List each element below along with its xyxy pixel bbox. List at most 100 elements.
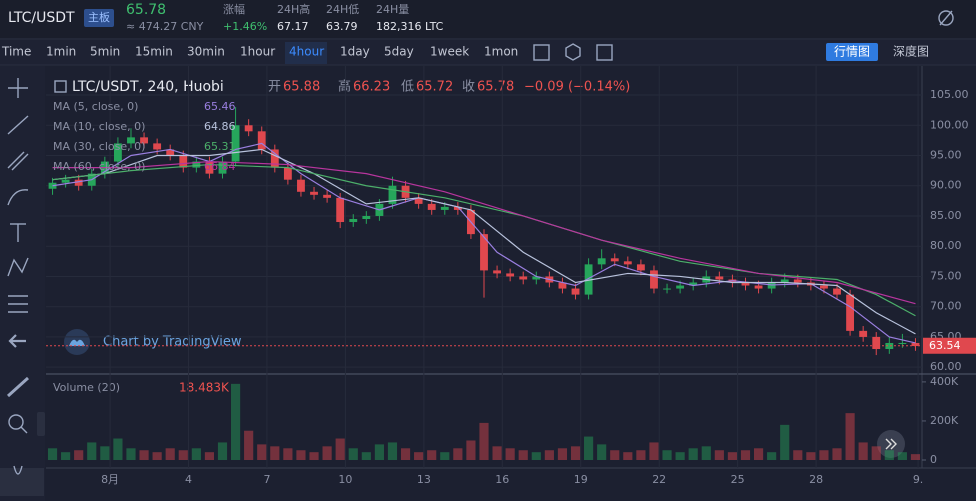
- chart-title: LTC/USDT, 240, Huobi: [72, 79, 224, 95]
- candle-body: [153, 143, 162, 150]
- volume-bar: [518, 450, 528, 460]
- high-label: 24H高: [277, 2, 310, 16]
- candle-body: [414, 197, 423, 204]
- fullscreen-button[interactable]: [596, 44, 613, 61]
- candle-body: [820, 285, 828, 289]
- close-value: 65.78: [477, 80, 514, 95]
- x-tick-label: 16: [495, 473, 509, 486]
- volume-bar: [427, 450, 437, 460]
- board-label[interactable]: 主板: [88, 10, 110, 24]
- volume-bar: [910, 454, 921, 460]
- candle-body: [911, 342, 920, 346]
- collapse-button[interactable]: [54, 80, 67, 93]
- y-tick-label: 95.00: [930, 149, 962, 162]
- y-tick-label: 90.00: [930, 179, 962, 192]
- candle-body: [493, 270, 501, 274]
- candle-body: [231, 125, 240, 162]
- last-price-tag: [923, 337, 976, 354]
- volume-bar: [793, 450, 803, 460]
- volume-bar: [531, 452, 541, 460]
- close-label: 收: [462, 80, 475, 95]
- settings-button[interactable]: [565, 43, 581, 61]
- x-tick-label: 22: [652, 473, 666, 486]
- interval-button[interactable]: Time: [1, 45, 31, 59]
- interval-button[interactable]: 1hour: [240, 45, 275, 59]
- volume-bar: [897, 452, 907, 460]
- interval-button[interactable]: 4hour: [289, 45, 324, 59]
- volume-bar: [414, 452, 424, 460]
- volume-bar: [492, 446, 502, 460]
- interval-button[interactable]: 1week: [430, 45, 469, 59]
- low: 63.79: [326, 20, 358, 33]
- volume-bar: [649, 442, 659, 460]
- candle-body: [623, 261, 632, 265]
- volume-bar: [74, 450, 84, 460]
- candle-body: [310, 191, 318, 195]
- indicator-button[interactable]: [533, 44, 550, 61]
- candle-body: [244, 125, 253, 132]
- view-button-active[interactable]: [826, 43, 878, 61]
- volume-bar: [270, 446, 280, 460]
- volume-bar: [767, 452, 777, 460]
- volume-bar: [832, 448, 842, 460]
- candle-body: [127, 137, 135, 144]
- candle-body: [336, 197, 345, 223]
- candle-body: [780, 279, 789, 283]
- volume-bar: [217, 442, 228, 460]
- open-label: 开: [268, 80, 281, 95]
- volume-last: 18.483K: [179, 381, 230, 395]
- candle-body: [440, 206, 449, 210]
- candle-body: [323, 194, 332, 198]
- view-button[interactable]: 行情图: [834, 45, 870, 59]
- volume-bar: [296, 450, 306, 460]
- interval-button[interactable]: 1mon: [484, 45, 518, 59]
- volume-bar: [257, 444, 267, 460]
- candle-body: [584, 264, 593, 295]
- settings-icon[interactable]: [938, 10, 954, 26]
- interval-button[interactable]: 15min: [135, 45, 173, 59]
- interval-button[interactable]: 1min: [46, 45, 76, 59]
- y-tick-label: 400K: [930, 375, 959, 388]
- interval-button[interactable]: 30min: [187, 45, 225, 59]
- board-badge[interactable]: [84, 9, 114, 27]
- volume-bar: [688, 448, 698, 460]
- x-tick-label: 19: [574, 473, 588, 486]
- candle-body: [362, 215, 371, 219]
- x-tick-label: 7: [263, 473, 270, 486]
- ma-line: [52, 148, 916, 335]
- volume-bar: [47, 448, 58, 460]
- x-tick-label: 28: [809, 473, 823, 486]
- interval-button[interactable]: 1day: [340, 45, 370, 59]
- volume-bar: [152, 452, 162, 460]
- candle-body: [480, 234, 488, 271]
- volume-bar: [675, 452, 685, 460]
- candle-body: [427, 203, 436, 210]
- volume-bar: [544, 450, 554, 460]
- volume-bar: [753, 448, 764, 460]
- y-tick-label: 100.00: [930, 118, 969, 131]
- scroll-arrow[interactable]: [885, 438, 897, 450]
- view-button[interactable]: 深度图: [893, 44, 929, 59]
- interval-button[interactable]: 5day: [384, 45, 414, 59]
- volume-bar: [714, 450, 724, 460]
- candle-body: [140, 137, 148, 144]
- candle-body: [859, 330, 868, 337]
- volume-bar: [400, 448, 411, 460]
- candle-body: [532, 276, 541, 280]
- candle-body: [270, 149, 279, 168]
- candle-body: [506, 273, 515, 277]
- low-label: 低: [401, 80, 414, 95]
- ma-line: [52, 160, 916, 305]
- volume-bar: [819, 450, 829, 460]
- candle-body: [885, 342, 894, 350]
- ma-legend-value: 64.86: [204, 120, 236, 133]
- interval-button[interactable]: 5min: [90, 45, 120, 59]
- candle-body: [205, 161, 214, 174]
- candle-body: [663, 288, 671, 290]
- high-value: 66.23: [353, 80, 390, 95]
- candle-body: [113, 143, 122, 162]
- x-tick-label: 9.: [913, 473, 924, 486]
- candle-body: [218, 161, 227, 174]
